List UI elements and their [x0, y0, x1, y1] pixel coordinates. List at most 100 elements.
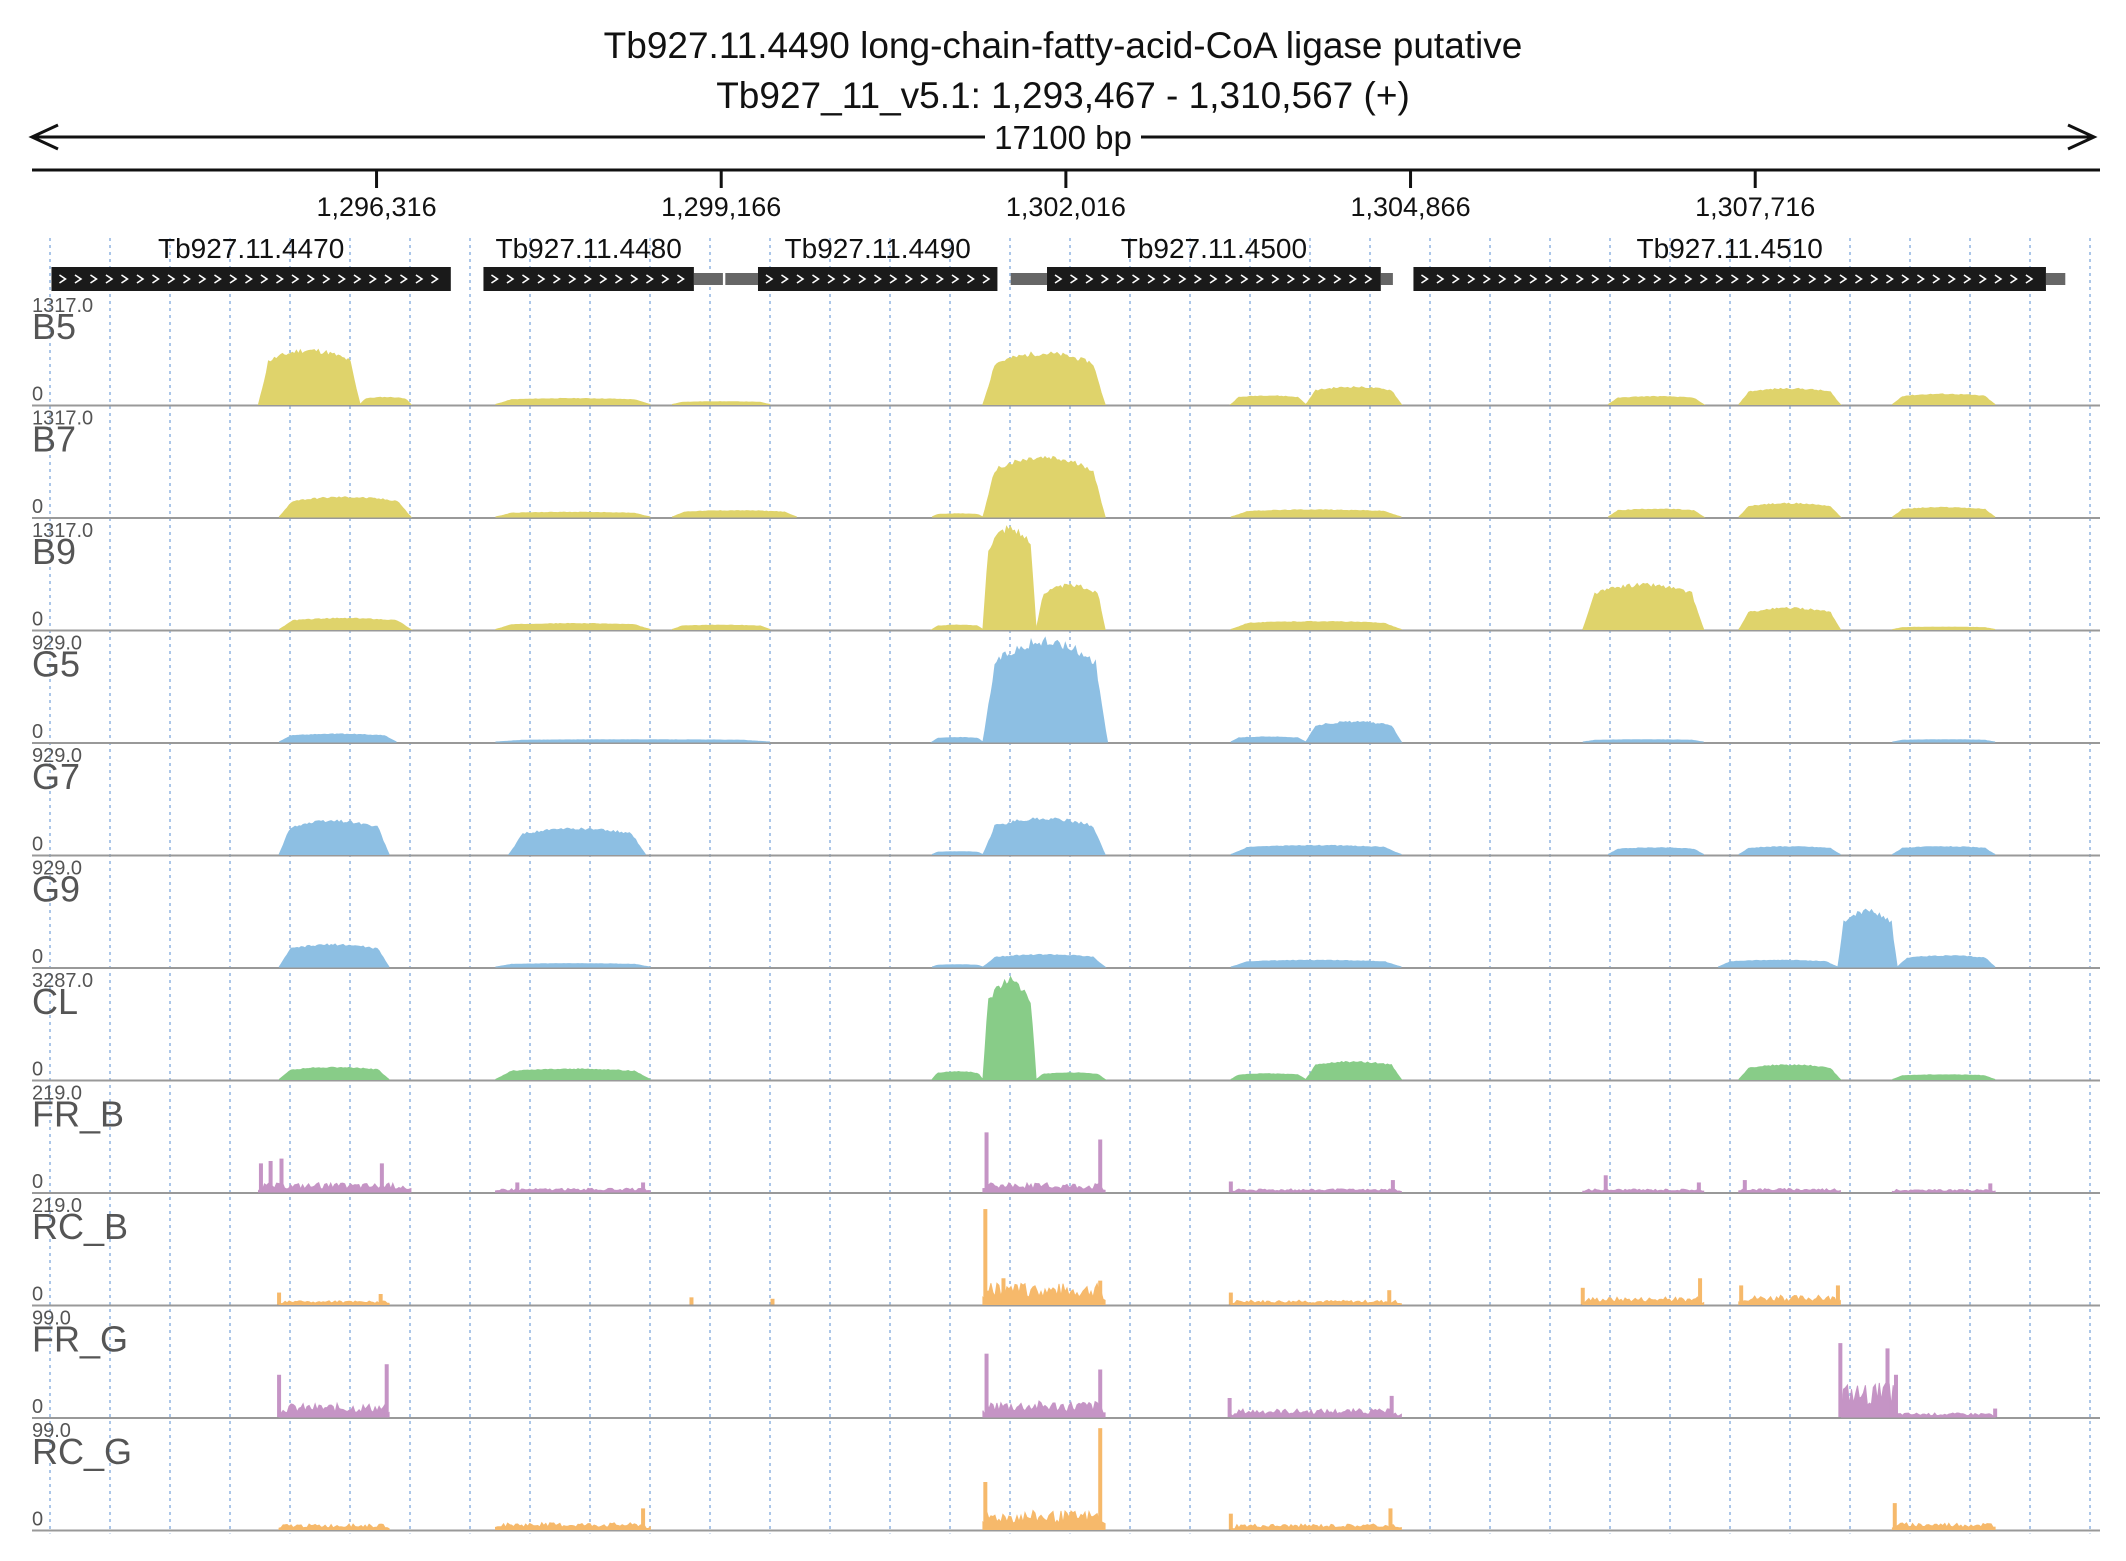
- track-ymin-label: 0: [32, 834, 43, 856]
- coverage-spike: [983, 1482, 988, 1530]
- strand-chevron: [74, 274, 83, 284]
- coverage-region: [982, 1509, 1106, 1530]
- strand-chevron: [1287, 274, 1295, 284]
- coverage-spike: [983, 1209, 988, 1305]
- gene-label: Tb927.11.4470: [158, 233, 344, 264]
- strand-chevron: [522, 274, 530, 284]
- strand-chevron: [338, 274, 346, 284]
- coverage-region: [982, 455, 1106, 518]
- strand-chevron: [1638, 274, 1646, 284]
- coverage-region: [671, 624, 771, 630]
- strand-chevron: [905, 274, 913, 284]
- strand-chevron: [1746, 274, 1755, 284]
- coverage-spike: [1838, 1343, 1843, 1417]
- track-name: B7: [32, 419, 76, 460]
- coverage-region: [1034, 1072, 1107, 1080]
- coverage-spike: [1993, 1408, 1998, 1417]
- strand-chevron: [796, 274, 805, 284]
- strand-chevron: [1669, 274, 1677, 284]
- coverage-region: [1892, 626, 1996, 630]
- coverage-spike: [641, 1508, 646, 1530]
- coverage-spike: [1885, 1348, 1890, 1417]
- strand-chevron: [1467, 274, 1476, 284]
- coverage-spike: [258, 1163, 263, 1192]
- coverage-spike: [1228, 1513, 1233, 1530]
- coverage-spike: [1227, 1398, 1232, 1417]
- strand-chevron: [1576, 274, 1584, 284]
- track-name: FR_B: [32, 1094, 124, 1135]
- strand-chevron: [229, 274, 238, 284]
- strand-chevron: [1349, 274, 1357, 284]
- strand-chevron: [967, 274, 975, 284]
- strand-chevron: [1684, 274, 1693, 284]
- coverage-spike: [1988, 1183, 1993, 1192]
- strand-chevron: [1622, 274, 1631, 284]
- strand-chevron: [1256, 274, 1264, 284]
- coverage-region: [1892, 393, 1996, 405]
- coverage-region: [278, 733, 397, 743]
- strand-chevron: [1333, 274, 1342, 284]
- gene-box: [483, 267, 694, 291]
- coverage-region: [1304, 1060, 1403, 1080]
- strand-chevron: [843, 274, 851, 284]
- track-name: CL: [32, 981, 78, 1022]
- strand-chevron: [1653, 274, 1662, 284]
- coverage-region: [359, 396, 413, 405]
- strand-chevron: [812, 274, 820, 284]
- coverage-spike: [1389, 1395, 1394, 1417]
- coverage-region: [982, 1282, 1106, 1305]
- coverage-region: [982, 525, 1037, 630]
- coverage-spike: [770, 1298, 775, 1305]
- strand-chevron: [1901, 274, 1910, 284]
- track-name: RC_B: [32, 1206, 128, 1247]
- coverage-region: [257, 348, 361, 405]
- strand-chevron: [353, 274, 362, 284]
- strand-chevron: [599, 274, 608, 284]
- gene-label: Tb927.11.4480: [496, 233, 682, 264]
- strand-chevron: [1824, 274, 1832, 284]
- coverage-region: [982, 1181, 1106, 1193]
- page-title: Tb927.11.4490 long-chain-fatty-acid-CoA …: [604, 25, 1523, 66]
- strand-chevron: [1194, 274, 1202, 284]
- coverage-spike: [1098, 1428, 1103, 1530]
- strand-chevron: [506, 274, 515, 284]
- gene-label: Tb927.11.4510: [1637, 233, 1823, 264]
- gene-utr: [1380, 273, 1393, 285]
- track-ymax-label: 99.0: [32, 1308, 71, 1330]
- coverage-region: [1718, 959, 1839, 968]
- strand-chevron: [322, 274, 331, 284]
- strand-chevron: [1085, 274, 1094, 284]
- ruler-tick-label: 1,302,016: [1006, 192, 1126, 222]
- strand-chevron: [307, 274, 315, 284]
- strand-chevron: [874, 274, 882, 284]
- coverage-region: [1230, 1299, 1402, 1305]
- strand-chevron: [1948, 274, 1956, 284]
- coverage-region: [1304, 720, 1403, 743]
- coverage-region: [278, 1300, 390, 1305]
- track-ymin-label: 0: [32, 609, 43, 631]
- coverage-region: [1738, 607, 1842, 630]
- coverage-region: [931, 1070, 984, 1080]
- track-name: B5: [32, 306, 76, 347]
- coverage-region: [495, 397, 651, 405]
- track-ymin-label: 0: [32, 496, 43, 518]
- strand-chevron: [827, 274, 836, 284]
- strand-chevron: [1886, 274, 1894, 284]
- strand-chevron: [1591, 274, 1600, 284]
- strand-chevron: [1514, 274, 1522, 284]
- strand-chevron: [1870, 274, 1879, 284]
- gene-box: [1413, 267, 2046, 291]
- coverage-spike: [1739, 1285, 1744, 1305]
- coverage-region: [1738, 1064, 1842, 1080]
- ruler-tick-label: 1,304,866: [1350, 192, 1470, 222]
- gene-label: Tb927.11.4500: [1121, 233, 1307, 264]
- coverage-region: [1230, 620, 1402, 630]
- strand-chevron: [1421, 274, 1429, 284]
- track-name: FR_G: [32, 1319, 128, 1360]
- coverage-region: [1230, 1523, 1402, 1530]
- coverage-region: [982, 636, 1109, 743]
- track-ymax-label: 99.0: [32, 1420, 71, 1442]
- strand-chevron: [1529, 274, 1538, 284]
- strand-chevron: [920, 274, 929, 284]
